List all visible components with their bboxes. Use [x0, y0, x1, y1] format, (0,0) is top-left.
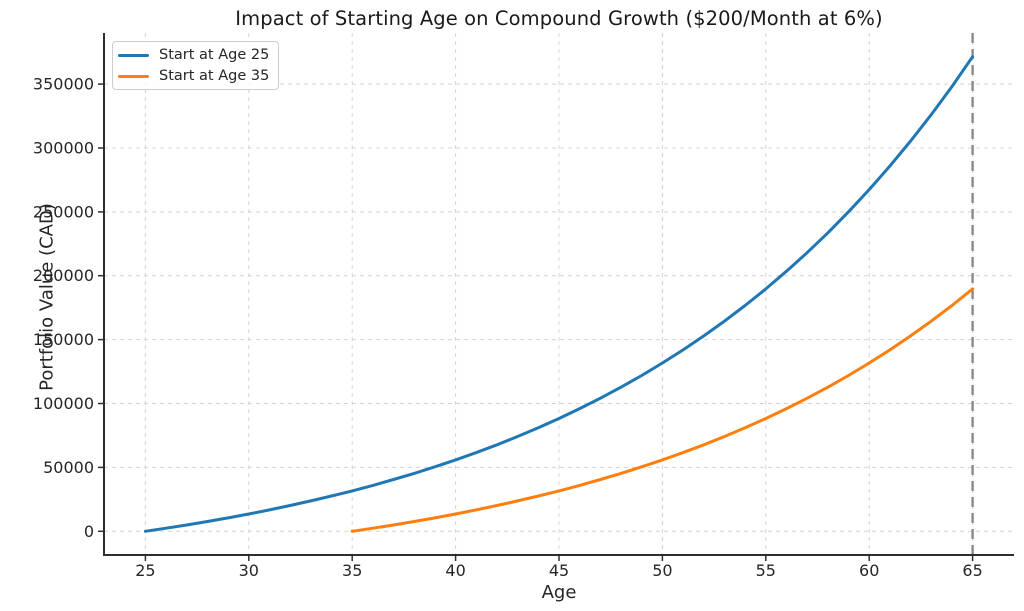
- x-tick-label: 45: [549, 561, 569, 580]
- x-tick-label: 30: [239, 561, 259, 580]
- y-tick-label: 50000: [43, 458, 94, 477]
- y-tick-label: 150000: [33, 330, 94, 349]
- x-tick-label: 65: [962, 561, 982, 580]
- x-tick-label: 40: [445, 561, 465, 580]
- y-tick-label: 100000: [33, 394, 94, 413]
- x-tick-label: 35: [342, 561, 362, 580]
- y-tick-label: 0: [84, 522, 94, 541]
- legend-swatch-age-35: [118, 74, 149, 78]
- legend-label-age-35: Start at Age 35: [159, 68, 270, 84]
- x-tick-label: 55: [756, 561, 776, 580]
- chart-title: Impact of Starting Age on Compound Growt…: [235, 7, 883, 30]
- legend: Start at Age 25 Start at Age 35: [112, 41, 280, 90]
- x-tick-label: 50: [652, 561, 672, 580]
- legend-swatch-age-25: [118, 53, 149, 57]
- legend-item-age-25: Start at Age 25: [118, 45, 269, 65]
- series-line: [350, 287, 975, 533]
- legend-label-age-25: Start at Age 25: [159, 47, 270, 63]
- y-tick-label: 250000: [33, 202, 94, 221]
- legend-item-age-35: Start at Age 35: [118, 66, 269, 86]
- x-tick-label: 25: [135, 561, 155, 580]
- y-tick-label: 200000: [33, 266, 94, 285]
- y-axis-label: Portfolio Value (CAD): [36, 203, 58, 391]
- x-tick-label: 60: [859, 561, 879, 580]
- y-tick-label: 300000: [33, 139, 94, 158]
- x-axis-label: Age: [541, 582, 577, 603]
- series-line: [143, 55, 975, 533]
- y-tick-label: 350000: [33, 75, 94, 94]
